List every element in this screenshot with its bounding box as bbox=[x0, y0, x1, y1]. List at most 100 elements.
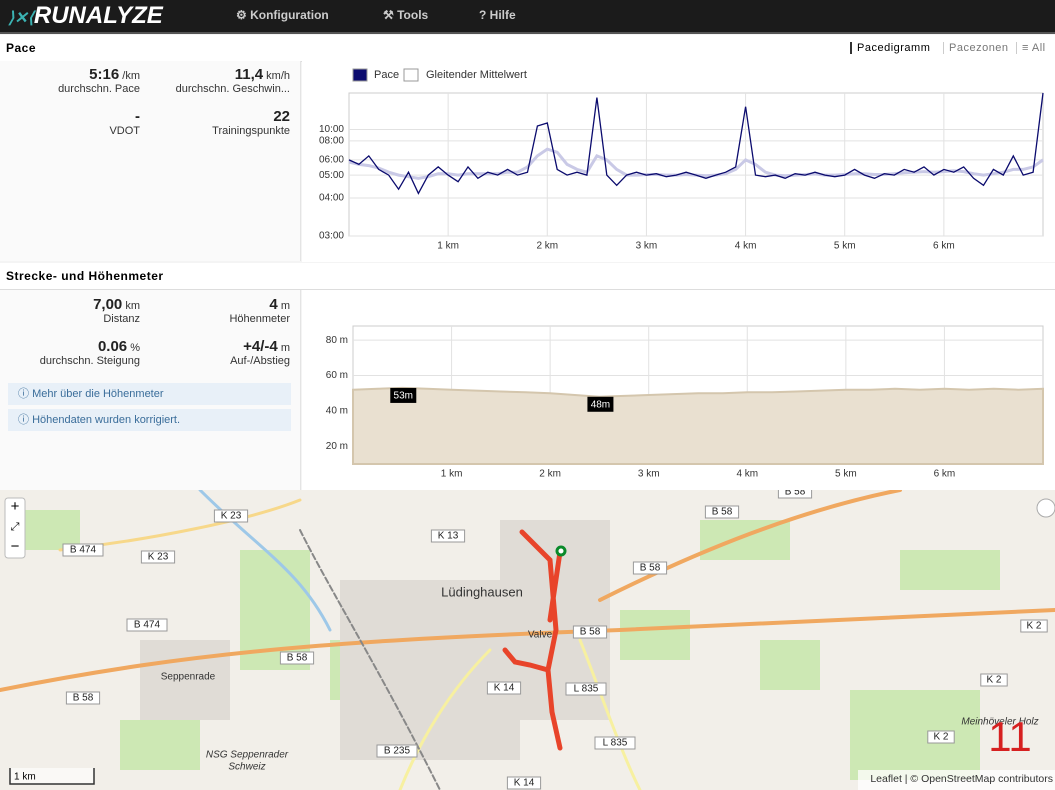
place-label: Lüdinghausen bbox=[441, 584, 523, 599]
place-label: Seppenrade bbox=[161, 672, 216, 683]
section-header: Pace Pacedigramm Pacezonen ≡ All bbox=[0, 35, 1055, 62]
road-shield bbox=[704, 505, 740, 519]
road-label: B 235 bbox=[384, 746, 411, 757]
road-label: B 58 bbox=[785, 490, 806, 498]
tab[interactable]: Pacedigramm bbox=[850, 42, 930, 54]
nav-item[interactable]: ⚙ Konfiguration bbox=[236, 8, 329, 22]
y-tick-label: 03:00 bbox=[319, 231, 344, 242]
layer-control[interactable] bbox=[1036, 498, 1055, 518]
y-tick-label: 40 m bbox=[326, 406, 348, 417]
stat: - VDOT bbox=[0, 108, 140, 137]
road-shield bbox=[572, 625, 608, 639]
road-label: B 58 bbox=[287, 653, 308, 664]
road-shield bbox=[65, 691, 101, 705]
zoom-in[interactable]: + bbox=[11, 498, 20, 515]
route bbox=[502, 529, 563, 751]
top-bar: ⟩✕⟨RUNALYZE ⚙ Konfiguration ⚒ Tools ? Hi… bbox=[0, 0, 1055, 34]
scale-bar bbox=[9, 768, 95, 785]
road-label: K 2 bbox=[986, 675, 1001, 686]
place-label: NSG Seppenrader bbox=[206, 750, 289, 761]
road-shield bbox=[1020, 619, 1048, 633]
legend-swatch bbox=[352, 68, 368, 82]
map-labels: K 23 B 474 K 23 K 13 Lüdinghausen B 58 B 474 B … bbox=[62, 490, 1048, 790]
charts: Pace Gleitender Mittelwert 03:00 04:00 05:… bbox=[302, 61, 1055, 490]
y-tick-label: 10:00 bbox=[319, 124, 344, 135]
logo-text: RUNALYZE bbox=[33, 2, 163, 29]
stat-unit: m bbox=[280, 300, 290, 312]
x-tick-label: 3 km bbox=[636, 241, 658, 252]
pace-line bbox=[348, 92, 1044, 195]
x-tick-label: 5 km bbox=[834, 241, 856, 252]
nav-text: Konfiguration bbox=[250, 8, 329, 22]
stat: 7,00 km Distanz bbox=[0, 296, 140, 325]
x-tick-label: 4 km bbox=[735, 241, 757, 252]
annotation-box bbox=[587, 396, 614, 412]
road-label: K 2 bbox=[1026, 621, 1041, 632]
y-tick-label: 04:00 bbox=[319, 193, 344, 204]
map: K 23 B 474 K 23 K 13 Lüdinghausen B 58 B 474 B … bbox=[0, 490, 1055, 790]
road-shield bbox=[506, 776, 542, 790]
stat: 5:16 /km durchschn. Pace bbox=[0, 66, 140, 95]
road-label: K 23 bbox=[148, 552, 169, 563]
plot-area bbox=[348, 92, 1044, 237]
fullscreen[interactable]: ⤢ bbox=[11, 521, 20, 533]
stat-value: +4/-4 bbox=[243, 338, 278, 355]
zoom-out[interactable]: − bbox=[11, 538, 20, 555]
scale-label: 1 km bbox=[14, 772, 36, 783]
road-label: K 14 bbox=[514, 778, 535, 789]
road-shield bbox=[213, 509, 249, 523]
x-tick-label: 1 km bbox=[437, 241, 459, 252]
logo[interactable]: ⟩✕⟨RUNALYZE bbox=[8, 2, 163, 29]
x-tick-label: 6 km bbox=[934, 469, 956, 480]
attribution[interactable]: Leaflet | © OpenStreetMap contributors bbox=[870, 773, 1053, 785]
road-shield bbox=[62, 543, 104, 557]
tab[interactable]: Pacezonen bbox=[943, 42, 1009, 54]
info-link[interactable]: ⓘ Mehr über die Höhenmeter bbox=[8, 383, 291, 405]
legend-swatch bbox=[403, 68, 419, 82]
stat-value: 11,4 bbox=[234, 66, 264, 83]
info-text: Höhendaten wurden korrigiert. bbox=[32, 414, 181, 426]
place-label: Valve bbox=[528, 630, 553, 641]
stat-unit: m bbox=[280, 342, 290, 354]
y-tick-label: 60 m bbox=[326, 370, 348, 381]
stat-unit: % bbox=[130, 342, 140, 354]
stat-value: 0.06 bbox=[97, 338, 128, 355]
start-marker bbox=[555, 545, 567, 557]
road-label: L 835 bbox=[603, 738, 628, 749]
road-label: B 58 bbox=[580, 627, 601, 638]
road-shield bbox=[927, 730, 955, 744]
road-label: B 474 bbox=[70, 545, 97, 556]
stat-label: VDOT bbox=[109, 125, 140, 137]
stat-label: Distanz bbox=[103, 313, 140, 325]
info-text: Mehr über die Höhenmeter bbox=[32, 388, 164, 400]
nav-item[interactable]: ⚒ Tools bbox=[383, 8, 429, 22]
road-label: K 23 bbox=[221, 511, 242, 522]
stat-label: Höhenmeter bbox=[229, 313, 290, 325]
road-shield bbox=[140, 550, 176, 564]
stat-unit: /km bbox=[122, 70, 140, 82]
y-tick-label: 05:00 bbox=[319, 170, 344, 181]
legend-label: Gleitender Mittelwert bbox=[426, 69, 527, 81]
stat-value: 5:16 bbox=[89, 66, 120, 83]
road-label: B 58 bbox=[73, 693, 94, 704]
nav-item[interactable]: ? Hilfe bbox=[479, 8, 516, 22]
y-tick-label: 06:00 bbox=[319, 155, 344, 166]
stat-label: durchschn. Pace bbox=[58, 83, 140, 95]
road-label: K 2 bbox=[933, 732, 948, 743]
stat-value: - bbox=[135, 108, 140, 125]
stat-value: 4 bbox=[269, 296, 278, 313]
x-tick-label: 4 km bbox=[736, 469, 758, 480]
road-label: L 835 bbox=[574, 684, 599, 695]
x-tick-label: 2 km bbox=[539, 469, 561, 480]
place-label: Meinhöveler Holz bbox=[961, 717, 1038, 728]
road-label: K 14 bbox=[494, 683, 515, 694]
stat-unit: km bbox=[125, 300, 140, 312]
nav-text: Hilfe bbox=[489, 8, 516, 22]
road-shield bbox=[430, 529, 466, 543]
nav-text: Tools bbox=[397, 8, 429, 22]
road-label: K 13 bbox=[438, 531, 459, 542]
road-shield bbox=[126, 618, 168, 632]
stat: +4/-4 m Auf-/Abstieg bbox=[150, 338, 290, 367]
tab[interactable]: ≡ All bbox=[1016, 42, 1046, 54]
annotation-box bbox=[390, 387, 417, 403]
